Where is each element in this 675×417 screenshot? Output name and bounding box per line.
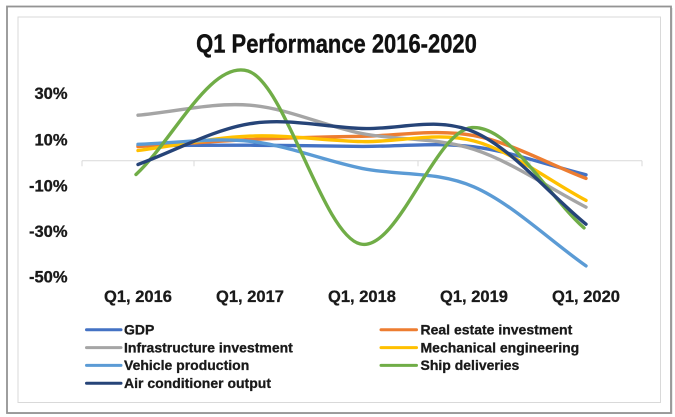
svg-text:Q1, 2019: Q1, 2019 <box>440 288 508 306</box>
svg-text:-50%: -50% <box>29 268 68 286</box>
svg-text:Infrastructure investment: Infrastructure investment <box>124 339 293 355</box>
svg-text:Q1, 2018: Q1, 2018 <box>328 288 396 306</box>
svg-text:Q1, 2017: Q1, 2017 <box>216 288 284 306</box>
svg-text:Q1 Performance 2016-2020: Q1 Performance 2016-2020 <box>196 30 477 59</box>
svg-text:Q1, 2016: Q1, 2016 <box>104 288 172 306</box>
svg-text:-30%: -30% <box>29 223 68 241</box>
svg-text:Air conditioner output: Air conditioner output <box>124 375 271 391</box>
svg-text:-10%: -10% <box>29 177 68 195</box>
svg-text:Vehicle production: Vehicle production <box>124 357 249 373</box>
svg-text:30%: 30% <box>34 85 67 103</box>
svg-text:Q1, 2020: Q1, 2020 <box>552 288 620 306</box>
svg-text:GDP: GDP <box>124 322 154 338</box>
svg-text:Mechanical engineering: Mechanical engineering <box>421 339 580 355</box>
svg-text:10%: 10% <box>34 132 67 150</box>
svg-text:Ship deliveries: Ship deliveries <box>421 357 520 373</box>
svg-text:Real estate investment: Real estate investment <box>421 322 573 338</box>
